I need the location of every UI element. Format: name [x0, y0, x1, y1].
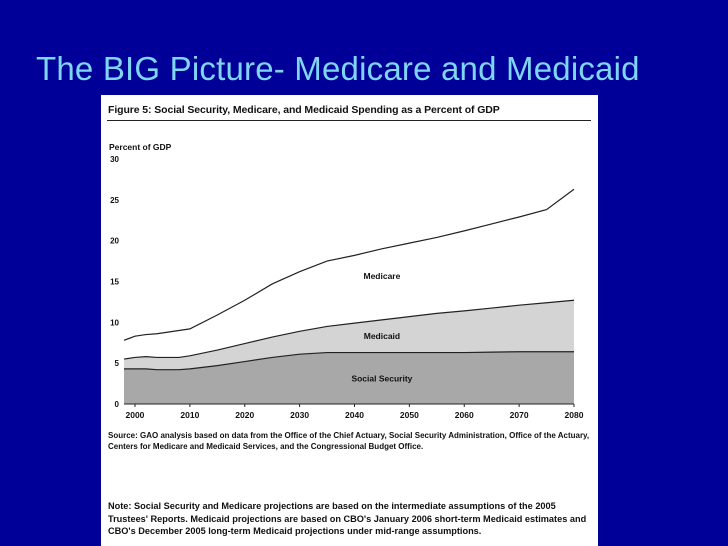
line-social-security [124, 351, 574, 371]
series-labels: Social Security Medicaid Medicare [351, 271, 412, 383]
figure-note: Note: Social Security and Medicare proje… [108, 501, 587, 536]
x-tick-label: 2040 [345, 410, 364, 420]
y-tick-label: 30 [110, 155, 119, 164]
y-tick-label: 5 [115, 359, 120, 368]
y-axis-title: Percent of GDP [109, 142, 172, 152]
figure-title: Figure 5: Social Security, Medicare, and… [108, 104, 500, 116]
figure-source: Source: GAO analysis based on data from … [108, 431, 590, 451]
x-tick-label: 2050 [400, 410, 419, 420]
x-tick-label: 2020 [235, 410, 254, 420]
y-tick-label: 15 [110, 278, 119, 287]
area-social-security [124, 351, 574, 404]
y-tick-label: 10 [110, 318, 119, 327]
x-tick-label: 2030 [290, 410, 309, 420]
chart-lines [123, 188, 575, 371]
stacked-area-chart: 0 5 10 15 20 25 30 2000 2010 2020 2030 2040 2050 206… [110, 155, 584, 420]
figure-panel: Figure 5: Social Security, Medicare, and… [101, 95, 598, 546]
x-tick-label: 2010 [180, 410, 199, 420]
line-medicare [123, 188, 575, 341]
y-tick-label: 25 [110, 196, 119, 205]
series-label-medicare: Medicare [363, 271, 400, 281]
figure-title-rule [107, 120, 591, 121]
x-tick-labels: 2000 2010 2020 2030 2040 2050 2060 2070 2080 [126, 410, 584, 420]
y-tick-label: 0 [115, 400, 120, 409]
x-tick-label: 2000 [126, 410, 145, 420]
y-tick-label: 20 [110, 237, 119, 246]
series-label-social-security: Social Security [351, 373, 412, 383]
chart-axes [124, 403, 575, 407]
x-tick-label: 2070 [510, 410, 529, 420]
y-tick-labels: 0 5 10 15 20 25 30 [110, 155, 119, 409]
x-tick-label: 2060 [455, 410, 474, 420]
slide-title: The BIG Picture- Medicare and Medicaid [36, 50, 640, 87]
line-medicaid [123, 299, 575, 360]
chart-areas [124, 189, 574, 404]
x-tick-label: 2080 [565, 410, 584, 420]
series-label-medicaid: Medicaid [364, 331, 400, 341]
